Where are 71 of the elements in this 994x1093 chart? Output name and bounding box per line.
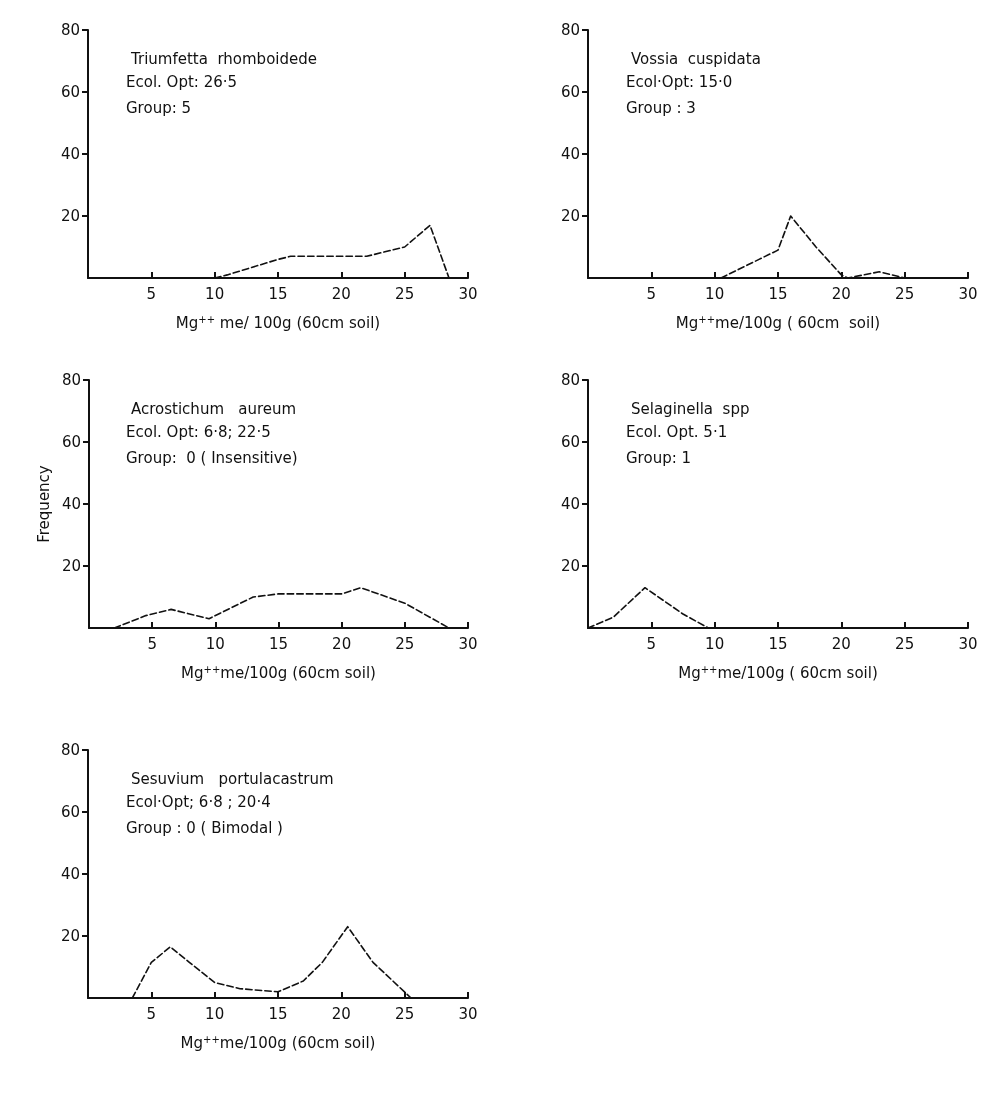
y-tick-label: 60	[560, 83, 580, 101]
x-tick-label: 30	[458, 1004, 478, 1023]
y-tick-label: 20	[61, 557, 81, 575]
y-tick-label: 40	[60, 145, 80, 163]
annotation: Group : 0 ( Bimodal )	[126, 818, 283, 837]
x-axis-title: Mg++ me/ 100g (60cm soil)	[175, 313, 381, 332]
annotation: Group: 1	[626, 448, 692, 467]
y-tick-label: 40	[560, 495, 580, 513]
y-tick-label: 20	[60, 207, 80, 225]
x-tick-label: 5	[147, 634, 157, 653]
y-tick-label: 40	[560, 145, 580, 163]
x-tick-label: 20	[831, 634, 851, 653]
x-tick-label: 5	[646, 284, 657, 303]
x-tick-label: 25	[395, 634, 415, 653]
x-tick-label: 5	[146, 1004, 157, 1023]
x-tick-label: 10	[705, 284, 725, 303]
x-axis-title: Mg++me/100g (60cm soil)	[181, 663, 376, 682]
annotation: Ecol·Opt; 6·8 ; 20·4	[126, 792, 271, 811]
annotation: Group : 3	[626, 98, 696, 117]
y-axis-title: Frequency	[34, 465, 53, 543]
y-tick-label: 80	[60, 741, 80, 759]
y-tick-label: 20	[60, 927, 80, 945]
x-tick-label: 15	[268, 1004, 288, 1023]
text: Triumfetta rhomboidede	[130, 49, 317, 68]
y-tick-label: 60	[60, 803, 80, 821]
x-tick-label: 30	[458, 634, 478, 653]
annotation: Group: 0 ( Insensitive)	[126, 448, 298, 467]
x-tick-label: 10	[705, 634, 725, 653]
x-axis-title: Mg++me/100g ( 60cm soil)	[675, 313, 881, 332]
x-tick-label: 20	[332, 634, 352, 653]
annotation: Ecol·Opt: 15·0	[626, 72, 733, 91]
x-tick-label: 20	[831, 284, 851, 303]
annotation: Group: 5	[126, 98, 192, 117]
y-tick-label: 40	[61, 495, 81, 513]
x-axis-title: Mg++me/100g (60cm soil)	[180, 1033, 376, 1052]
text: Vossia cuspidata	[631, 49, 761, 68]
annotation: Ecol. Opt. 5·1	[626, 422, 728, 441]
x-tick-label: 30	[958, 284, 978, 303]
annotation: Ecol. Opt: 26·5	[126, 72, 238, 91]
y-tick-label: 80	[61, 371, 81, 389]
x-tick-label: 15	[768, 284, 788, 303]
x-tick-label: 15	[268, 634, 289, 653]
x-tick-label: 30	[458, 284, 478, 303]
x-tick-label: 5	[646, 634, 657, 653]
y-tick-label: 20	[560, 557, 580, 575]
x-tick-label: 10	[205, 1004, 225, 1023]
y-tick-label: 80	[560, 21, 580, 39]
y-tick-label: 60	[560, 433, 580, 451]
x-tick-label: 25	[895, 634, 915, 653]
x-tick-label: 10	[205, 634, 225, 653]
x-tick-label: 20	[331, 1004, 351, 1023]
text: Selaginella spp	[631, 399, 750, 418]
y-tick-label: 60	[61, 433, 81, 451]
x-axis-title: Mg++me/100g ( 60cm soil)	[678, 663, 878, 682]
y-tick-label: 40	[60, 865, 80, 883]
x-tick-label: 15	[268, 284, 288, 303]
x-tick-label: 15	[768, 634, 788, 653]
y-tick-label: 60	[60, 83, 80, 101]
x-tick-label: 5	[146, 284, 157, 303]
x-tick-label: 30	[958, 634, 978, 653]
y-tick-label: 80	[60, 21, 80, 39]
y-tick-label: 80	[560, 371, 580, 389]
x-tick-label: 10	[205, 284, 225, 303]
text: Acrostichum aureum	[131, 399, 297, 418]
annotation: Ecol. Opt: 6·8; 22·5	[126, 422, 271, 441]
text: Sesuvium portulacastrum	[131, 769, 334, 788]
y-tick-label: 20	[560, 207, 580, 225]
x-tick-label: 25	[395, 284, 415, 303]
x-tick-label: 20	[331, 284, 351, 303]
x-tick-label: 25	[895, 284, 915, 303]
x-tick-label: 25	[395, 1004, 415, 1023]
